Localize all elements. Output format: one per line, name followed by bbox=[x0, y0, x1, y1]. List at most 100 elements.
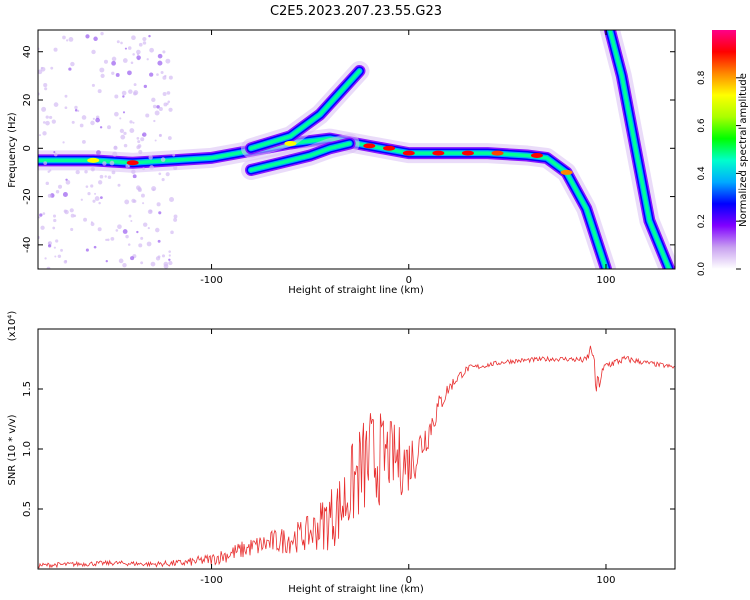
spectrogram-noise-speck bbox=[168, 75, 173, 80]
spectrogram-noise-speck bbox=[127, 243, 131, 246]
spectrogram-noise-speck bbox=[53, 246, 56, 249]
spectrogram-noise-speck bbox=[122, 262, 127, 268]
spectrogram-noise-speck bbox=[96, 150, 101, 156]
spectrogram-noise-speck bbox=[53, 151, 56, 154]
spectrogram-noise-speck bbox=[70, 227, 74, 231]
spectrogram-noise-speck bbox=[168, 260, 173, 266]
spectrogram-noise-speck bbox=[42, 131, 47, 136]
spectrogram-noise-speck bbox=[64, 94, 68, 98]
spectrogram-noise-speck bbox=[62, 35, 66, 40]
spectrogram-noise-speck bbox=[107, 125, 111, 130]
spectrogram-noise-speck bbox=[55, 190, 60, 194]
spectrogram-noise-speck bbox=[160, 157, 166, 162]
spectrogram-noise-speck bbox=[142, 202, 145, 205]
spectrogram-x-tick-label: 100 bbox=[596, 275, 615, 286]
spectrogram-noise-speck bbox=[97, 89, 102, 94]
spectrogram-noise-speck bbox=[79, 123, 84, 128]
spectrogram-y-tick-label: 20 bbox=[22, 94, 33, 107]
figure-title: C2E5.2023.207.23.55.G23 bbox=[270, 4, 442, 19]
spectrogram-noise-speck bbox=[122, 229, 128, 234]
spectrogram-noise-speck bbox=[157, 255, 161, 259]
spectrogram-noise-speck bbox=[122, 111, 126, 114]
spectrogram-noise-speck bbox=[43, 161, 48, 166]
spectrogram-noise-speck bbox=[90, 184, 94, 188]
spectrogram-noise-speck bbox=[167, 100, 171, 104]
spectrogram-noise-speck bbox=[55, 239, 59, 243]
spectrogram-noise-speck bbox=[119, 117, 122, 120]
spectrogram-noise-speck bbox=[158, 211, 162, 215]
spectrogram-noise-speck bbox=[159, 134, 162, 137]
spectrogram-noise-speck bbox=[49, 115, 53, 120]
spectrogram-noise-speck bbox=[132, 174, 137, 179]
colorbar-tick-label: 0.2 bbox=[697, 214, 707, 228]
spectrogram-noise-speck bbox=[133, 83, 137, 87]
spectrogram-noise-speck bbox=[123, 143, 128, 148]
spectrogram-noise-speck bbox=[80, 198, 83, 201]
spectrogram-noise-speck bbox=[77, 109, 80, 112]
spectrogram-noise-speck bbox=[116, 40, 120, 44]
spectrogram-noise-speck bbox=[42, 121, 46, 124]
spectrogram-noise-speck bbox=[47, 193, 52, 198]
spectrogram-noise-speck bbox=[70, 61, 75, 67]
spectrogram-noise-speck bbox=[49, 169, 52, 172]
spectrogram-noise-speck bbox=[46, 266, 51, 269]
spectrogram-noise-speck bbox=[111, 71, 115, 75]
spectrogram-noise-speck bbox=[83, 217, 88, 222]
spectrogram-noise-speck bbox=[138, 243, 143, 248]
spectrogram-noise-speck bbox=[90, 221, 93, 224]
spectrogram-noise-speck bbox=[105, 238, 108, 241]
spectrogram-noise-speck bbox=[129, 128, 135, 134]
spectrogram-peak bbox=[491, 150, 504, 156]
colorbar-tick-label: 0.4 bbox=[697, 166, 707, 181]
spectrogram-noise-speck bbox=[122, 95, 125, 98]
spectrogram-noise-speck bbox=[95, 117, 100, 123]
spectrogram-noise-speck bbox=[158, 172, 162, 176]
spectrogram-noise-speck bbox=[140, 236, 144, 240]
spectrogram-noise-speck bbox=[117, 224, 122, 230]
spectrogram-noise-speck bbox=[132, 121, 135, 124]
spectrogram-noise-speck bbox=[128, 214, 132, 218]
spectrogram-y-tick-label: 40 bbox=[22, 45, 33, 58]
spectrogram-noise-speck bbox=[92, 117, 95, 120]
spectrogram-trace-band bbox=[608, 30, 671, 269]
spectrogram-noise-speck bbox=[125, 234, 129, 239]
spectrogram-noise-speck bbox=[103, 59, 108, 64]
spectrogram-noise-speck bbox=[94, 196, 100, 201]
spectrogram-noise-speck bbox=[90, 222, 95, 227]
spectrogram-noise-speck bbox=[54, 152, 58, 157]
colorbar-label: Normalized spectral amplitude bbox=[738, 73, 749, 227]
spectrogram-noise-speck bbox=[119, 128, 125, 133]
spectrogram-noise-speck bbox=[157, 60, 163, 66]
spectrogram-noise-speck bbox=[137, 140, 141, 144]
spectrogram-noise-speck bbox=[167, 136, 172, 140]
spectrogram-noise-speck bbox=[166, 102, 169, 105]
colorbar-tick-label: 0.8 bbox=[697, 70, 707, 85]
spectrogram-noise-speck bbox=[157, 239, 161, 243]
spectrogram-panel: -100 0 100 -40 -20 0 20 40 Height of straight … bbox=[7, 29, 676, 296]
spectrogram-noise-speck bbox=[128, 89, 133, 94]
spectrogram-noise-speck bbox=[90, 120, 95, 126]
snr-x-tick-label: -100 bbox=[200, 575, 223, 586]
spectrogram-noise-speck bbox=[44, 87, 48, 91]
colorbar-tick-label: 0.0 bbox=[697, 262, 707, 277]
spectrogram-noise-speck bbox=[156, 105, 160, 109]
colorbar-scale bbox=[712, 30, 736, 269]
spectrogram-noise-speck bbox=[92, 199, 96, 203]
colorbar: 0.0 0.2 0.4 0.6 0.8 Normalized spectral ampl… bbox=[697, 30, 749, 276]
spectrogram-noise-speck bbox=[99, 67, 105, 73]
spectrogram-noise-speck bbox=[109, 160, 115, 166]
spectrogram-noise-speck bbox=[99, 126, 103, 129]
spectrogram-noise-speck bbox=[162, 50, 166, 54]
spectrogram-noise-speck bbox=[99, 174, 104, 179]
spectrogram-noise-speck bbox=[142, 37, 147, 42]
spectrogram-noise-speck bbox=[157, 53, 163, 59]
spectrogram-noise-speck bbox=[68, 37, 74, 42]
spectrogram-noise-speck bbox=[45, 181, 49, 186]
spectrogram-noise-speck bbox=[115, 229, 119, 232]
spectrogram-noise-speck bbox=[149, 72, 154, 77]
spectrogram-noise-speck bbox=[100, 196, 103, 199]
spectrogram-noise-speck bbox=[130, 256, 135, 261]
spectrogram-noise-speck bbox=[148, 155, 153, 160]
spectrogram-noise-speck bbox=[65, 180, 71, 185]
spectrogram-noise-speck bbox=[172, 153, 176, 157]
